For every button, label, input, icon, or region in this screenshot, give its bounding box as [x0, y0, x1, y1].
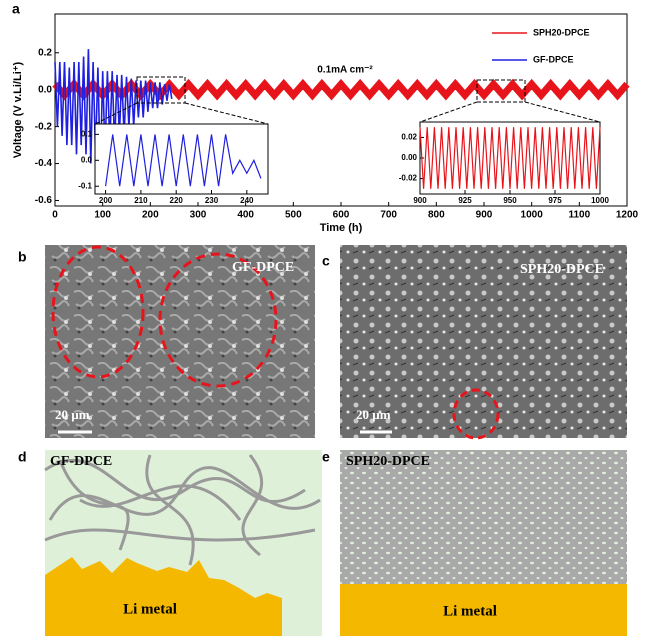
x-tick-label: 1100 [568, 210, 590, 221]
legend-label: SPH20-DPCE [533, 27, 590, 37]
x-tick-label: 1200 [616, 210, 639, 221]
x-tick-label: 925 [458, 196, 472, 205]
x-tick-label: 300 [190, 210, 207, 221]
x-tick-label: 950 [503, 196, 517, 205]
x-tick-label: 700 [380, 210, 397, 221]
y-tick-label: 0.0 [81, 155, 93, 164]
x-tick-label: 1000 [521, 210, 544, 221]
y-axis-label: Voltage (V v.Li/Li⁺) [12, 61, 24, 158]
axes-frame [94, 123, 269, 195]
y-tick-label: -0.6 [35, 195, 53, 206]
panel-letter: e [322, 449, 330, 465]
highlight [158, 252, 278, 388]
fibers [44, 454, 321, 566]
y-tick-label: -0.02 [399, 174, 418, 183]
highlight [452, 388, 500, 440]
panel-letter: b [18, 249, 27, 265]
x-tick-label: 220 [170, 196, 184, 205]
panel-label: SPH20-DPCE [520, 262, 604, 277]
x-axis-label: Time (h) [320, 222, 363, 234]
highlight [51, 245, 145, 379]
x-tick-label: 600 [333, 210, 350, 221]
panel-letter: d [18, 449, 27, 465]
x-tick-label: 900 [413, 196, 427, 205]
electrolyte [340, 450, 627, 584]
zoom-box [476, 79, 526, 103]
base-label: Li metal [123, 601, 177, 617]
x-tick-label: 400 [237, 210, 254, 221]
li-metal [45, 557, 282, 636]
y-tick-label: 0.1 [81, 129, 93, 138]
annotation: 0.1mA cm⁻² [317, 65, 373, 76]
y-tick-label: -0.4 [35, 158, 53, 169]
series-line [105, 134, 262, 187]
x-tick-label: 200 [99, 196, 113, 205]
x-tick-label: 1000 [591, 196, 609, 205]
panel-c: c SPH20-DPCE 20 µm [322, 245, 627, 440]
panel-b: b GF-DPCE 20 µm [18, 245, 315, 438]
panel-label: GF-DPCE [232, 260, 294, 275]
x-tick-label: 500 [285, 210, 302, 221]
y-tick-label: 0.0 [38, 84, 52, 95]
zoom-box [136, 76, 186, 104]
base-label: Li metal [443, 603, 497, 619]
sem-image [340, 245, 627, 438]
panel-d: d GF-DPCE Li metal [18, 449, 322, 636]
scale-label: 20 µm [356, 407, 391, 422]
panel-a: a0 100 200 300 400 500 600 700 800 900 1000 1100 120… [12, 1, 639, 234]
x-tick-label: 240 [240, 196, 254, 205]
x-tick-label: 230 [205, 196, 219, 205]
x-tick-label: 800 [428, 210, 445, 221]
y-tick-label: 0.02 [401, 133, 417, 142]
y-tick-label: 0.2 [38, 47, 52, 58]
x-tick-label: 200 [142, 210, 159, 221]
y-tick-label: -0.2 [35, 121, 53, 132]
x-tick-label: 0 [52, 210, 58, 221]
y-tick-label: 0.00 [401, 153, 417, 162]
sem-image [45, 245, 315, 438]
zoom-guide [94, 101, 601, 125]
x-tick-label: 975 [548, 196, 562, 205]
legend-label: GF-DPCE [533, 54, 574, 64]
panel-label: GF-DPCE [50, 454, 112, 469]
x-tick-label: 210 [134, 196, 148, 205]
panel-letter: a [12, 1, 20, 17]
x-tick-label: 100 [94, 210, 111, 221]
series-line [419, 127, 601, 189]
panel-label: SPH20-DPCE [346, 454, 430, 469]
x-tick-label: 900 [476, 210, 493, 221]
li-metal [340, 584, 627, 636]
panel-letter: c [322, 253, 330, 269]
y-tick-label: -0.1 [78, 181, 92, 190]
panel-e: e SPH20-DPCE Li metal [322, 449, 627, 636]
scale-label: 20 µm [55, 407, 90, 422]
series-line [54, 49, 173, 173]
